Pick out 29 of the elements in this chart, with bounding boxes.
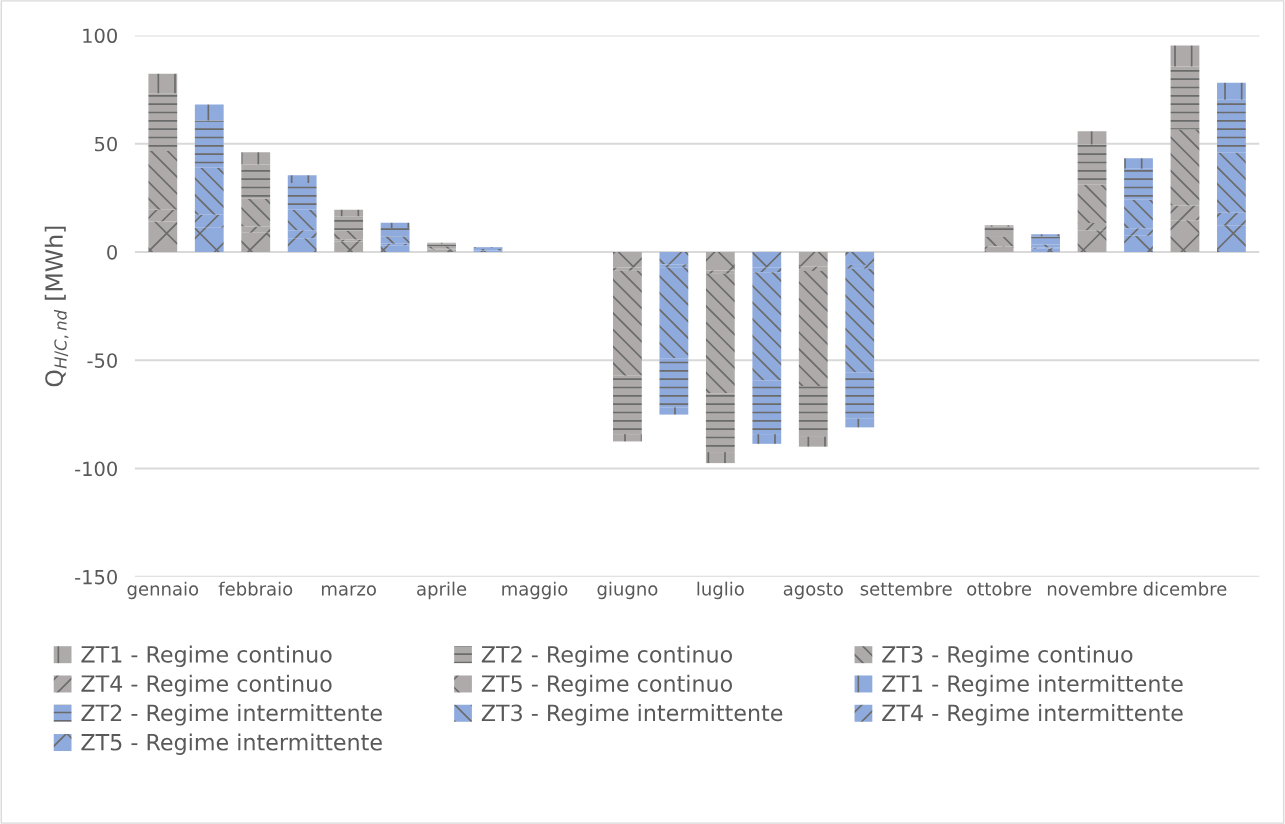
x-tick-label: febbraio [218,581,293,596]
x-tick-label: aprile [417,581,467,600]
x-tick-label: gennaio [127,581,199,600]
legend-label: ZT5 - Regime continuo [481,674,732,697]
legend-label: ZT4 - Regime continuo [81,674,332,697]
y-tick-label: -100 [75,461,117,477]
legend-label: ZT1 - Regime intermittente [882,674,1183,697]
y-tick-label: -150 [75,569,117,585]
y-tick-label: -50 [87,353,117,368]
x-tick-label: marzo [321,585,376,596]
x-tick-label: novembre [1047,581,1137,596]
legend-label: ZT1 - Regime continuo [81,645,332,668]
y-axis-title: Q$_{H/C,nd}$ [MWh] [44,226,69,387]
y-tick-label: 100 [83,28,117,44]
x-tick-label: agosto [783,582,843,600]
legend-label: ZT2 - Regime intermittente [81,704,382,726]
x-tick-label: maggio [502,581,568,600]
y-tick-label: 50 [95,136,117,152]
x-tick-label: luglio [697,581,744,600]
x-tick-label: giugno [597,581,658,600]
x-tick-label: settembre [860,581,952,596]
legend-label: ZT4 - Regime intermittente [882,704,1183,726]
x-tick-label: ottobre [967,581,1032,596]
legend-label: ZT5 - Regime intermittente [81,733,382,755]
legend-label: ZT3 - Regime continuo [882,645,1133,668]
legend-label: ZT3 - Regime intermittente [481,704,783,726]
y-tick-label: 0 [107,244,117,260]
x-tick-label: dicembre [1143,581,1227,596]
legend-label: ZT2 - Regime continuo [481,645,732,668]
